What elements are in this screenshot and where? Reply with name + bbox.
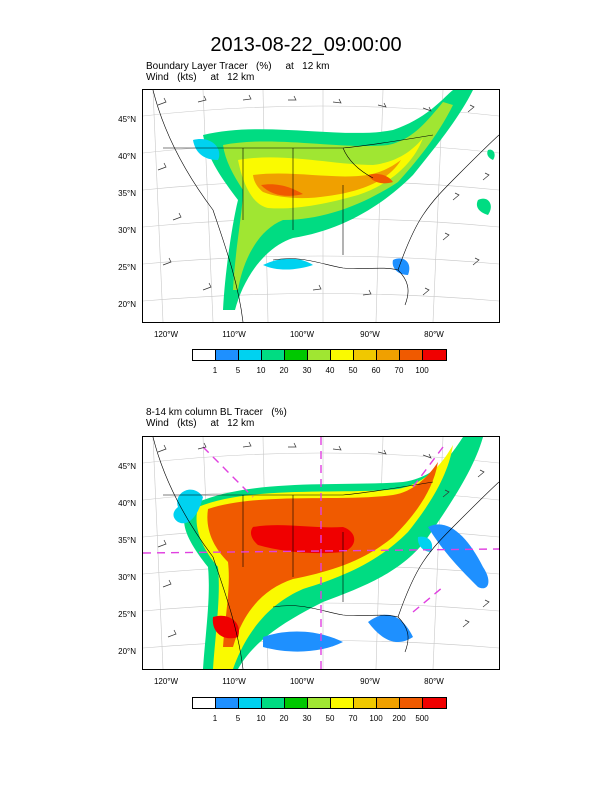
colorbar-swatch xyxy=(400,698,423,708)
panel2-title: 8-14 km column BL Tracer (%) Wind (kts) … xyxy=(146,407,287,429)
colorbar-label: 10 xyxy=(256,714,266,723)
colorbar-label: 100 xyxy=(369,714,383,723)
colorbar-swatch xyxy=(193,698,216,708)
page-title: 2013-08-22_09:00:00 xyxy=(210,34,402,56)
colorbar-swatch xyxy=(308,350,331,360)
panel1-tracer-field xyxy=(193,90,495,310)
panel2-title-line2: Wind (kts) at 12 km xyxy=(146,418,255,429)
panel2-lat-label: 45°N xyxy=(118,462,136,471)
panel2-tracer-field xyxy=(173,437,489,669)
panel1-lon-label: 120°W xyxy=(153,330,179,339)
colorbar-label: 30 xyxy=(302,714,312,723)
panel1-title: Boundary Layer Tracer (%) at 12 km Wind … xyxy=(146,61,329,83)
colorbar-label: 200 xyxy=(392,714,406,723)
panel2-wind-barbs xyxy=(157,441,490,638)
colorbar-label: 20 xyxy=(279,714,289,723)
panel1-title-line1: Boundary Layer Tracer (%) at 12 km xyxy=(146,61,330,72)
panel1-title-line2: Wind (kts) at 12 km xyxy=(146,72,255,83)
panel1-coastlines xyxy=(152,90,499,322)
colorbar-swatch xyxy=(354,698,377,708)
colorbar-swatch xyxy=(400,350,423,360)
panel2-lat-label: 25°N xyxy=(118,610,136,619)
colorbar-swatch xyxy=(423,698,446,708)
panel2-guide-lines xyxy=(143,437,499,669)
colorbar-swatch xyxy=(193,350,216,360)
panel1-lat-label: 35°N xyxy=(118,189,136,198)
colorbar-swatch xyxy=(285,350,308,360)
panel2-lon-label: 120°W xyxy=(153,677,179,686)
colorbar-swatch xyxy=(216,350,239,360)
colorbar-label: 30 xyxy=(302,366,312,375)
colorbar-swatch xyxy=(354,350,377,360)
panel2-coastlines xyxy=(152,437,499,669)
panel1-lat-label: 25°N xyxy=(118,263,136,272)
panel2-lat-label: 40°N xyxy=(118,499,136,508)
panel1-lon-label: 80°W xyxy=(424,330,444,339)
panel1-lon-label: 90°W xyxy=(360,330,380,339)
panel2-lat-label: 30°N xyxy=(118,573,136,582)
colorbar-swatch xyxy=(239,350,262,360)
colorbar-swatch xyxy=(216,698,239,708)
colorbar-label: 40 xyxy=(325,366,335,375)
colorbar-label: 50 xyxy=(325,714,335,723)
colorbar-swatch xyxy=(377,350,400,360)
panel2-map xyxy=(142,436,500,670)
colorbar-swatch xyxy=(423,350,446,360)
colorbar-swatch xyxy=(262,350,285,360)
colorbar-label: 5 xyxy=(235,714,241,723)
panel1-lon-label: 100°W xyxy=(289,330,315,339)
colorbar-label: 50 xyxy=(348,366,358,375)
colorbar-swatch xyxy=(377,698,400,708)
colorbar-label: 100 xyxy=(415,366,429,375)
colorbar-swatch xyxy=(331,350,354,360)
panel2-lon-label: 90°W xyxy=(360,677,380,686)
panel2-title-line1: 8-14 km column BL Tracer (%) xyxy=(146,407,287,418)
colorbar-label: 60 xyxy=(371,366,381,375)
panel1-lon-label: 110°W xyxy=(222,330,246,339)
panel2-lon-label: 80°W xyxy=(424,677,444,686)
colorbar-label: 1 xyxy=(212,366,218,375)
colorbar-label: 10 xyxy=(256,366,266,375)
panel2-lat-label: 20°N xyxy=(118,647,136,656)
panel1-map xyxy=(142,89,500,323)
panel1-lat-label: 20°N xyxy=(118,300,136,309)
colorbar-label: 5 xyxy=(235,366,241,375)
colorbar-swatch xyxy=(239,698,262,708)
panel1-lat-label: 30°N xyxy=(118,226,136,235)
colorbar-label: 70 xyxy=(348,714,358,723)
colorbar-swatch xyxy=(285,698,308,708)
colorbar-swatch xyxy=(331,698,354,708)
colorbar-label: 1 xyxy=(212,714,218,723)
colorbar-label: 500 xyxy=(415,714,429,723)
panel2-colorbar xyxy=(192,697,447,709)
panel2-lat-label: 35°N xyxy=(118,536,136,545)
colorbar-label: 20 xyxy=(279,366,289,375)
panel2-lon-label: 100°W xyxy=(289,677,315,686)
panel2-lon-label: 110°W xyxy=(222,677,246,686)
panel1-lat-label: 40°N xyxy=(118,152,136,161)
colorbar-label: 70 xyxy=(394,366,404,375)
panel1-lat-label: 45°N xyxy=(118,115,136,124)
colorbar-swatch xyxy=(262,698,285,708)
panel1-wind-barbs xyxy=(157,94,490,296)
panel1-colorbar xyxy=(192,349,447,361)
colorbar-swatch xyxy=(308,698,331,708)
